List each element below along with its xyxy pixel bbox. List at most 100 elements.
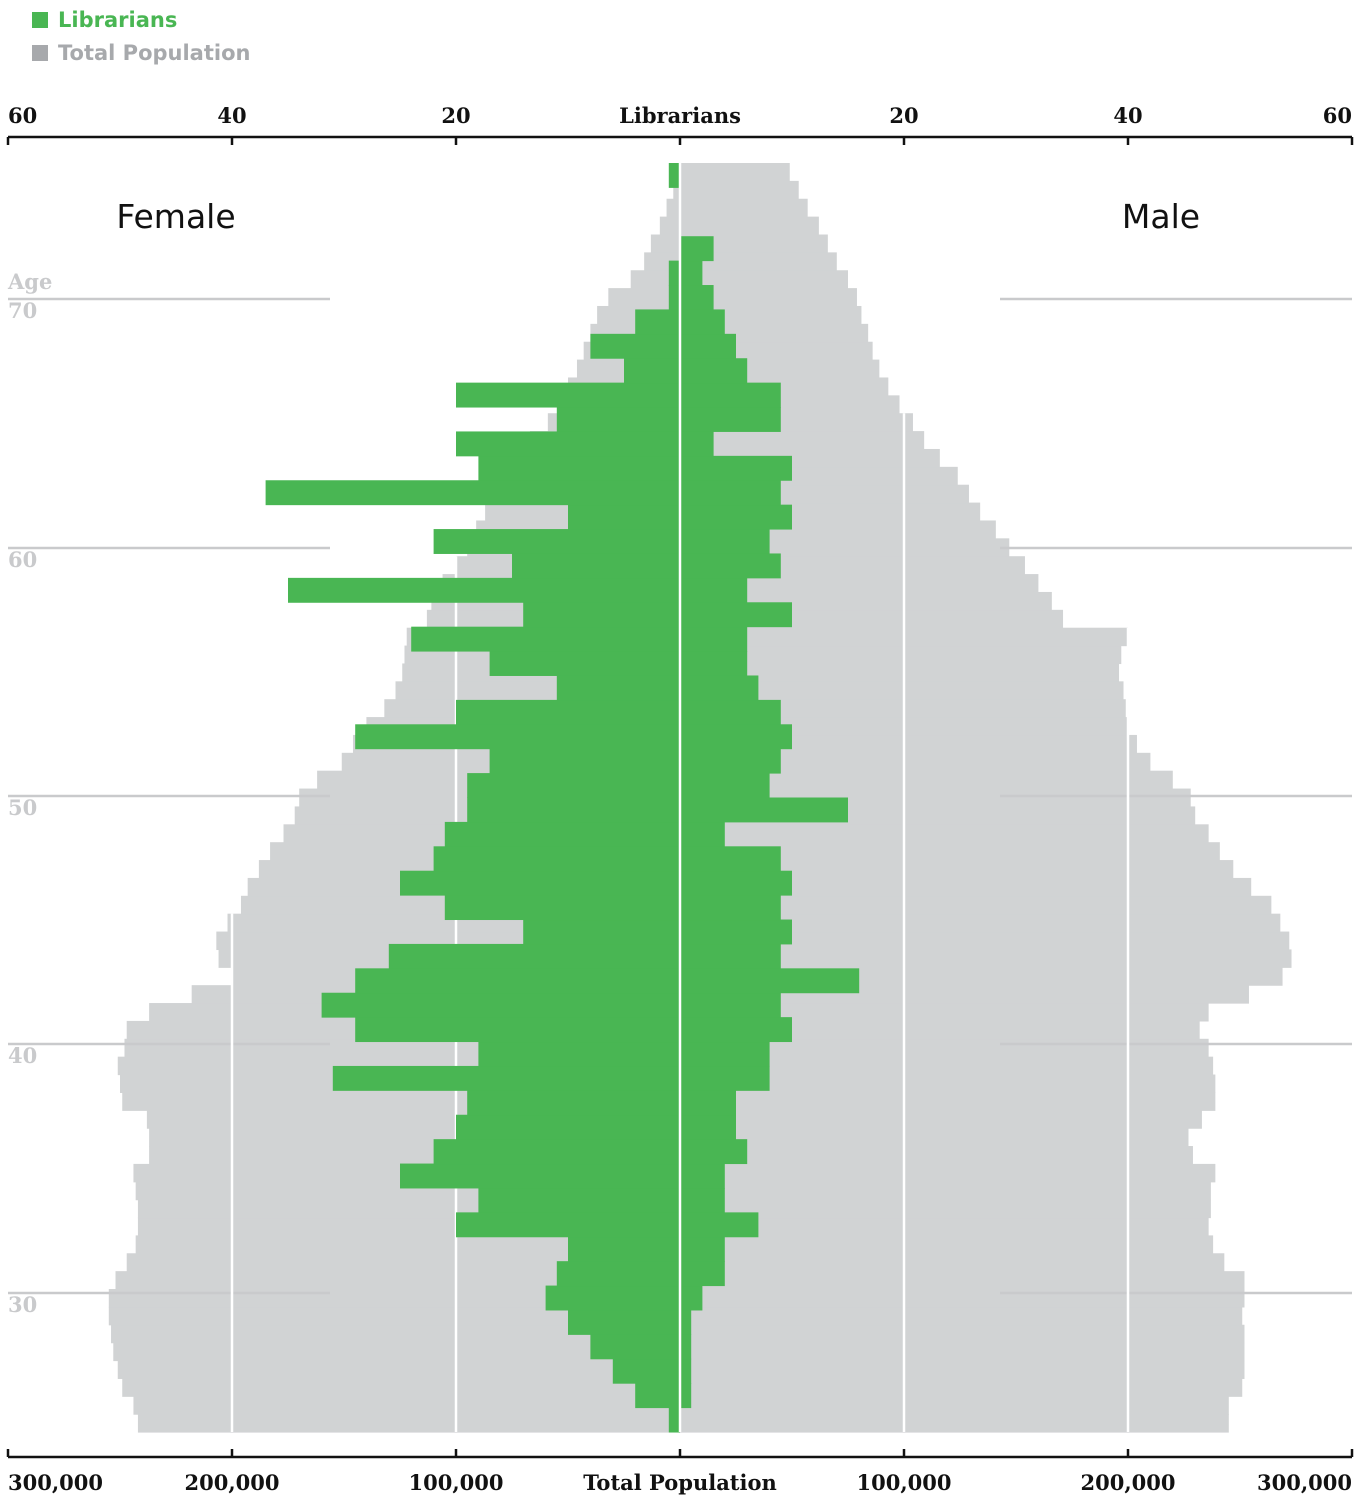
librarian-bar-male <box>680 1065 770 1091</box>
population-bar-female <box>673 180 680 200</box>
population-bar-female <box>137 1414 681 1433</box>
population-bar-male <box>680 949 1292 968</box>
librarian-bar-male <box>680 748 781 774</box>
population-bar-male <box>680 1414 1229 1433</box>
librarian-bar-male <box>680 1261 725 1287</box>
age-tick-lines: 70 60 50 40 30 <box>8 297 1352 1317</box>
population-bar-male <box>680 1074 1216 1094</box>
librarian-bar-male <box>680 797 848 823</box>
bottom-axis-tick-label: 100,000 <box>857 1470 952 1495</box>
librarian-bar-female <box>624 358 680 384</box>
librarian-bar-male <box>680 895 781 921</box>
age-tick-label: 30 <box>8 1292 37 1317</box>
legend-librarians-label: Librarians <box>58 8 178 32</box>
top-axis-tick-label: 40 <box>217 103 246 128</box>
population-bar-male <box>680 1253 1225 1272</box>
age-tick-label: 60 <box>8 547 37 572</box>
population-bar-male <box>680 1092 1216 1111</box>
librarian-bar-male <box>680 480 781 506</box>
librarian-bar-male <box>680 577 748 603</box>
population-bar-female <box>111 1324 681 1344</box>
librarian-bar-female <box>512 553 680 579</box>
population-bar-male <box>680 877 1252 897</box>
population-bar-female <box>133 1396 680 1415</box>
bottom-axis-tick-label: 300,000 <box>1257 1470 1352 1495</box>
librarian-bar-male <box>680 1114 736 1140</box>
librarian-bar-male <box>680 773 770 798</box>
population-bar-male <box>680 895 1272 915</box>
librarian-bar-female <box>556 1261 680 1287</box>
legend-total-population: Total Population <box>32 41 250 65</box>
librarian-bar-female <box>489 651 680 676</box>
population-bar-female <box>113 1342 680 1362</box>
librarian-bar-female <box>545 1285 680 1311</box>
librarian-bar-male <box>680 1358 692 1384</box>
librarian-bar-female <box>668 163 680 188</box>
librarian-bar-female <box>456 431 680 457</box>
population-bar-male <box>680 1217 1209 1236</box>
age-tick-label: 50 <box>8 795 37 820</box>
librarian-bar-female <box>478 1041 680 1067</box>
population-bar-male <box>680 1324 1245 1344</box>
top-axis-tick-label: 40 <box>1113 103 1142 128</box>
librarian-bar-female <box>568 1236 680 1262</box>
population-swatch <box>32 45 48 61</box>
population-bar-male <box>680 431 925 450</box>
librarian-bar-male <box>680 1163 725 1189</box>
population-bar-male <box>680 860 1234 879</box>
age-tick-label: 70 <box>8 298 37 323</box>
librarian-bar-male <box>680 1090 736 1116</box>
population-bar-female <box>608 288 680 307</box>
population-bar-male <box>680 1271 1245 1290</box>
librarian-bar-female <box>456 699 680 725</box>
population-bar-male <box>680 270 848 289</box>
librarian-bar-male <box>680 1383 692 1409</box>
librarian-bar-male <box>680 236 714 262</box>
librarian-bar-male <box>680 1334 692 1360</box>
population-bar-male <box>680 842 1220 861</box>
librarian-bar-female <box>433 1139 680 1165</box>
population-bar-male <box>680 252 837 271</box>
librarian-bar-female <box>355 1017 680 1043</box>
librarian-bar-female <box>478 1187 680 1213</box>
population-bar-male <box>680 1396 1229 1415</box>
librarian-bar-male <box>680 651 748 676</box>
librarian-bar-female <box>668 285 680 310</box>
population-bar-male <box>680 1181 1211 1201</box>
librarian-bar-female <box>444 895 680 921</box>
population-bar-female <box>126 1253 681 1272</box>
librarian-bar-female <box>456 1212 680 1238</box>
population-bar-male <box>680 913 1281 933</box>
age-tick-label: 40 <box>8 1043 37 1068</box>
population-bar-male <box>680 1378 1243 1397</box>
librarian-bar-male <box>680 1212 759 1238</box>
bottom-axis-tick-label: 300,000 <box>8 1470 103 1495</box>
population-bar-female <box>122 1378 681 1397</box>
population-bar-male <box>680 645 1122 665</box>
librarian-bar-male <box>680 1236 725 1262</box>
bottom-axis-tick-label: 200,000 <box>1081 1470 1176 1495</box>
librarian-bar-female <box>635 309 680 335</box>
librarian-bar-male <box>680 1041 770 1067</box>
librarian-bar-female <box>467 773 680 798</box>
population-bar-male <box>680 163 790 182</box>
top-axis-tick-label: 60 <box>1323 103 1352 128</box>
librarian-bars <box>265 163 860 1433</box>
librarian-bar-female <box>478 455 680 481</box>
librarian-bar-female <box>411 626 680 652</box>
librarian-bar-female <box>467 1090 680 1116</box>
librarian-bar-female <box>467 797 680 823</box>
librarian-bar-male <box>680 333 736 359</box>
librarian-bar-female <box>556 407 680 432</box>
male-label: Male <box>1122 197 1200 236</box>
axes: 60 40 20 20 40 60 300,000 200,000 100,000 100,000… <box>6 103 1354 1495</box>
librarians-swatch <box>32 12 48 28</box>
legend-librarians: Librarians <box>32 8 177 32</box>
top-axis-title: Librarians <box>619 103 741 128</box>
librarian-bar-male <box>680 919 792 945</box>
librarian-bar-male <box>680 992 781 1018</box>
librarian-bar-female <box>433 529 680 554</box>
librarian-bar-male <box>680 724 792 750</box>
librarian-bar-male <box>680 846 781 872</box>
population-bar-male <box>680 681 1124 700</box>
